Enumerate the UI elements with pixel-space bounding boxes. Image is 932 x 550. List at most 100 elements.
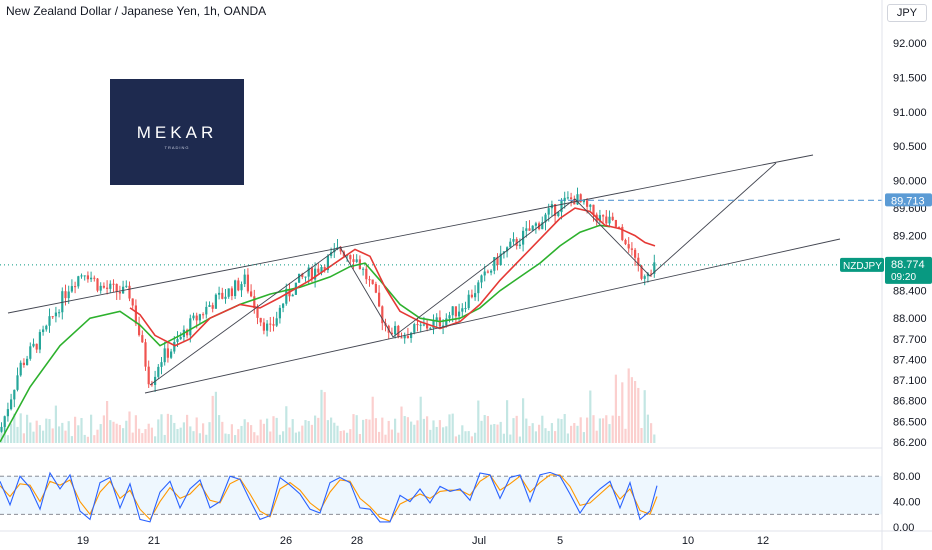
volume-bar <box>266 418 269 443</box>
volume-bar <box>544 428 547 443</box>
time-tick-label: Jul <box>472 535 486 547</box>
candle-body <box>640 265 643 279</box>
volume-bar <box>422 418 425 443</box>
volume-bar <box>486 416 489 443</box>
volume-bar <box>352 414 355 443</box>
candle-body <box>410 332 413 339</box>
candle-body <box>339 247 342 252</box>
volume-bar <box>189 426 192 443</box>
volume-bar <box>330 417 333 443</box>
candle-body <box>544 214 547 223</box>
volume-bar <box>93 435 96 443</box>
volume-bar <box>198 433 201 443</box>
candle-body <box>48 316 51 326</box>
mekar-logo: MEKAR TRADING <box>110 79 244 185</box>
volume-bar <box>285 406 288 443</box>
candle-body <box>557 212 560 216</box>
candle-body <box>496 257 499 266</box>
candle-body <box>464 308 467 310</box>
candle-body <box>42 329 45 333</box>
volume-bar <box>477 400 480 443</box>
candle-body <box>371 279 374 284</box>
volume-bar <box>339 430 342 443</box>
volume-bar <box>301 425 304 443</box>
symbol-badge-label: NZDJPY <box>843 261 882 272</box>
last-price-badge <box>885 256 932 284</box>
candle-body <box>403 335 406 339</box>
volume-bar <box>80 418 83 443</box>
volume-bar <box>131 432 134 443</box>
volume-bar <box>554 431 557 443</box>
candle-body <box>80 275 83 277</box>
candle-body <box>576 194 579 205</box>
candle-body <box>134 305 137 324</box>
candle-body <box>637 257 640 266</box>
volume-bar <box>173 422 176 443</box>
candle-body <box>272 324 275 326</box>
candle-body <box>451 306 454 316</box>
candle-countdown-label: 09:20 <box>891 272 916 283</box>
price-tick-label: 88.400 <box>893 286 927 298</box>
currency-selector[interactable]: JPY <box>887 4 927 22</box>
candle-body <box>269 323 272 325</box>
candle-body <box>560 201 563 213</box>
candle-body <box>330 252 333 256</box>
volume-bar <box>518 436 521 443</box>
volume-bar <box>368 419 371 443</box>
volume-bar <box>490 424 493 443</box>
volume-bar <box>90 414 93 443</box>
volume-bar <box>288 427 291 443</box>
volume-bar <box>381 417 384 443</box>
price-tick-label: 86.200 <box>893 437 927 449</box>
volume-bar <box>211 395 214 443</box>
candle-body <box>653 262 656 274</box>
volume-bar <box>160 414 163 443</box>
volume-bar <box>582 432 585 443</box>
volume-bar <box>608 424 611 443</box>
candle-body <box>128 285 131 299</box>
candle-body <box>234 280 237 297</box>
candle-body <box>458 311 461 317</box>
channel-upper-line <box>7 154 814 314</box>
volume-bar <box>602 418 605 443</box>
candle-body <box>522 230 525 245</box>
volume-bar <box>269 431 272 443</box>
volume-bar <box>208 422 211 443</box>
symbol-badge <box>840 257 884 272</box>
volume-bar <box>442 427 445 443</box>
candle-body <box>432 320 435 329</box>
volume-bar <box>102 415 105 443</box>
candle-body <box>310 267 313 280</box>
candle-body <box>586 200 589 207</box>
candle-body <box>211 305 214 309</box>
candle-body <box>179 336 182 340</box>
volume-bar <box>38 425 41 443</box>
candle-body <box>301 273 304 278</box>
volume-bar <box>70 436 73 443</box>
volume-bar <box>342 430 345 443</box>
volume-bar <box>509 434 512 443</box>
logo-name: MEKAR <box>136 123 218 142</box>
candle-body <box>598 215 601 222</box>
candle-body <box>170 351 173 358</box>
candle-body <box>547 208 550 215</box>
volume-bar <box>458 434 461 443</box>
volume-bar <box>653 434 656 443</box>
candle-body <box>256 307 259 318</box>
volume-bar <box>298 431 301 443</box>
volume-bar <box>74 416 77 443</box>
candle-body <box>378 292 381 307</box>
price-tick-label: 87.100 <box>893 375 927 387</box>
volume-bar <box>234 435 237 443</box>
candle-body <box>477 282 480 294</box>
candle-body <box>602 215 605 217</box>
volume-bar <box>480 420 483 443</box>
candle-body <box>38 332 41 350</box>
volume-bar <box>333 422 336 443</box>
volume-bar <box>45 418 48 443</box>
volume-bar <box>435 426 438 443</box>
candle-body <box>291 294 294 297</box>
volume-bar <box>595 430 598 443</box>
candle-body <box>250 291 253 297</box>
